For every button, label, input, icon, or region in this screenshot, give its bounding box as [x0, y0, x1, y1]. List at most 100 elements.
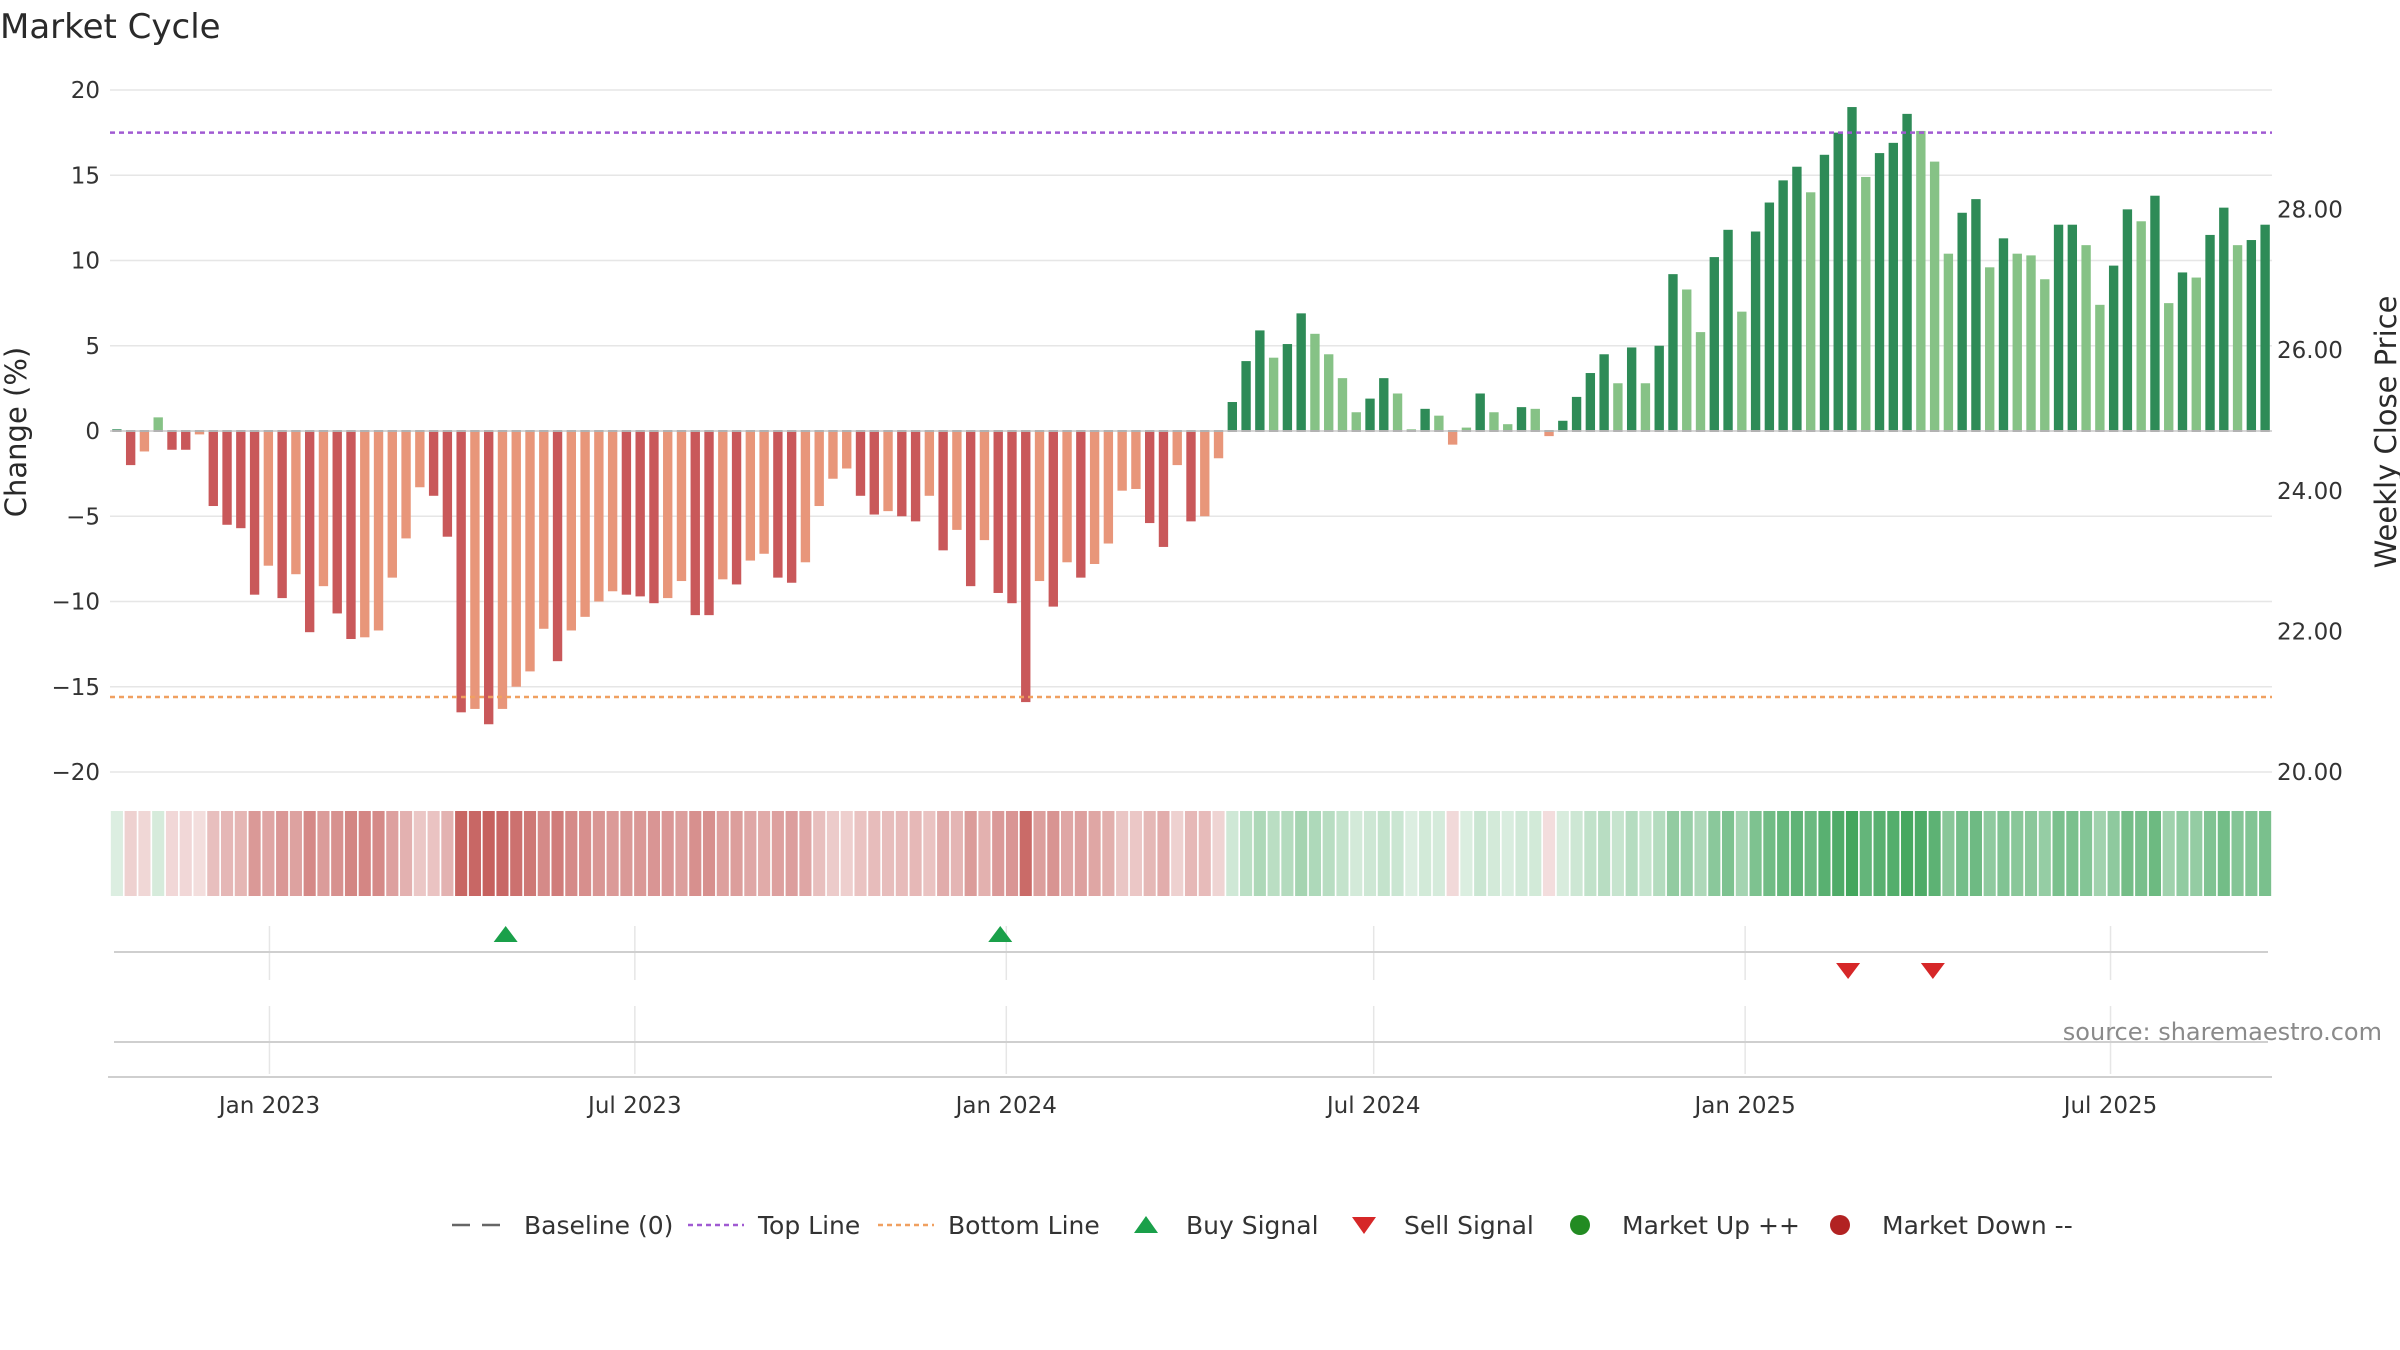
heat-cell: [1542, 811, 1556, 896]
heat-cell: [510, 811, 523, 896]
legend-label-bottom: Bottom Line: [948, 1211, 1100, 1240]
heat-cell: [165, 811, 179, 896]
change-bar: [1599, 354, 1609, 431]
heat-cell: [207, 811, 220, 896]
heat-cell: [1901, 811, 1914, 896]
heat-cell: [909, 811, 922, 896]
heat-cell: [1226, 811, 1239, 896]
change-bar: [470, 431, 480, 709]
heat-cell: [537, 811, 550, 896]
change-bar: [1048, 431, 1058, 607]
heat-cell: [1487, 811, 1501, 896]
heat-cell: [1350, 811, 1363, 896]
heat-cell: [1363, 811, 1377, 896]
change-bar: [2164, 303, 2174, 431]
legend-swatch-down: [1830, 1215, 1850, 1235]
heat-cell: [1708, 811, 1721, 896]
y2-axis-ticks: 28.00 26.00 24.00 22.00 20.00: [2277, 198, 2343, 786]
legend-label-baseline: Baseline (0): [524, 1211, 673, 1240]
heat-cell: [1859, 811, 1872, 896]
change-bar: [1365, 398, 1375, 431]
change-bar: [1861, 176, 1871, 431]
heat-cell: [1102, 811, 1115, 896]
change-bar: [1241, 361, 1251, 431]
change-bar: [2122, 209, 2133, 431]
heat-cell: [1281, 811, 1294, 896]
change-bar: [2260, 224, 2270, 431]
heat-cell: [413, 811, 426, 896]
change-bar: [222, 431, 232, 525]
heat-cell: [400, 811, 413, 896]
change-bar: [649, 431, 659, 604]
change-bar: [1447, 431, 1458, 445]
change-bar: [773, 431, 783, 578]
change-bar: [1461, 427, 1472, 431]
change-bar: [1296, 313, 1306, 431]
heat-cell: [372, 811, 385, 896]
change-bar: [855, 431, 866, 496]
change-bar: [2026, 255, 2036, 431]
change-bar: [842, 431, 852, 469]
change-bar: [249, 431, 260, 595]
change-bar: [1324, 354, 1334, 431]
y-tick-label: −15: [51, 675, 100, 701]
change-bar: [1186, 431, 1196, 522]
change-bar: [1351, 412, 1361, 431]
change-bar: [277, 431, 287, 599]
change-bar: [993, 431, 1003, 593]
signal-panel: [108, 926, 2272, 1078]
heat-cell: [950, 811, 963, 896]
change-bar: [442, 431, 453, 537]
change-bar: [2191, 277, 2201, 431]
heat-cell: [1625, 811, 1638, 896]
heat-cell: [441, 811, 454, 896]
change-bar: [2108, 265, 2119, 431]
y2-tick-label: 20.00: [2277, 760, 2343, 786]
change-bar: [1916, 130, 1926, 432]
change-bar: [236, 431, 246, 529]
change-bar: [690, 431, 700, 616]
heat-cell: [620, 811, 633, 896]
heat-cell: [496, 811, 509, 896]
heat-cell: [1391, 811, 1404, 896]
legend-swatch-buy: [1134, 1216, 1158, 1233]
change-bar: [676, 431, 687, 582]
heat-cell: [606, 811, 619, 896]
change-bar: [2232, 245, 2243, 431]
heat-cell: [1997, 811, 2010, 896]
change-bar: [1076, 431, 1086, 578]
change-bar: [539, 431, 549, 629]
heat-cell: [1157, 811, 1170, 896]
change-bar: [1117, 431, 1127, 491]
heat-cell: [1019, 811, 1032, 896]
heat-cell: [1928, 811, 1941, 896]
heat-cell: [1680, 811, 1693, 896]
change-bar: [415, 431, 425, 488]
heat-cell: [1419, 811, 1432, 896]
change-bar: [1902, 113, 1912, 432]
heat-cell: [992, 811, 1005, 896]
heat-cell: [1653, 811, 1666, 896]
heat-cell: [1047, 811, 1060, 896]
change-bar: [332, 431, 342, 614]
change-bar: [2012, 253, 2022, 431]
legend-label-buy: Buy Signal: [1186, 1211, 1319, 1240]
change-bar: [2150, 195, 2160, 431]
change-bar: [663, 431, 673, 599]
heat-cell: [1969, 811, 1982, 896]
change-bar: [1103, 431, 1114, 544]
x-tick-label: Jan 2025: [1692, 1093, 1795, 1119]
heat-cell: [2052, 811, 2065, 896]
heat-cell: [2162, 811, 2175, 896]
heat-cell: [744, 811, 757, 896]
y-axis-title: Change (%): [0, 347, 33, 517]
change-bar: [1392, 393, 1403, 431]
heat-cell: [2080, 811, 2093, 896]
heat-cell: [1515, 811, 1528, 896]
heat-cell: [1184, 811, 1198, 896]
change-bar: [910, 431, 921, 522]
heat-cell: [868, 811, 881, 896]
heat-cell: [1832, 811, 1845, 896]
change-bar: [1750, 231, 1761, 431]
